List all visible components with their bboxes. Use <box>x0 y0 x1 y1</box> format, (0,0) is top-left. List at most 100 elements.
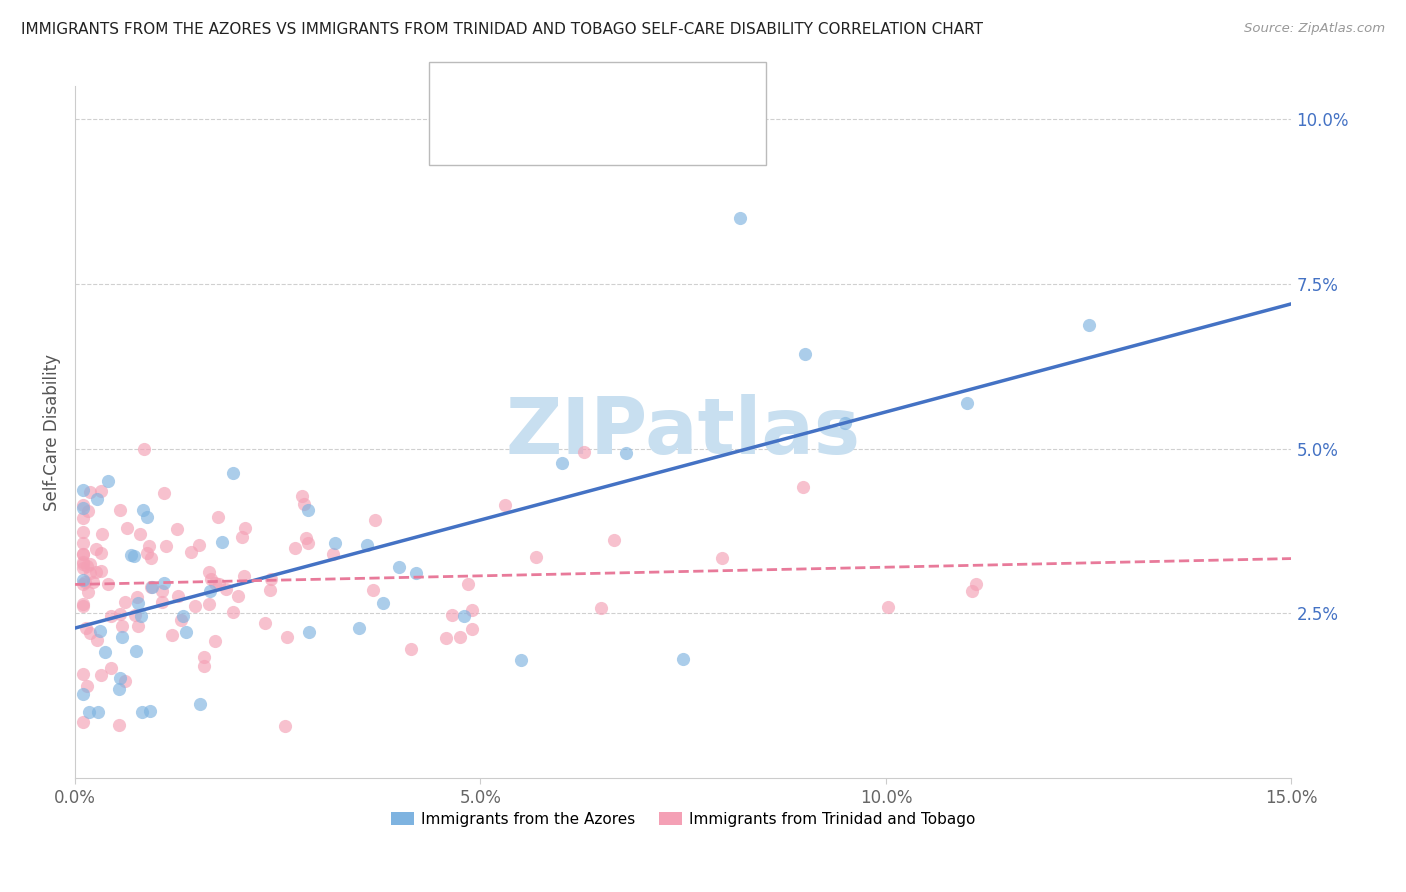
Point <box>114 595 136 609</box>
Point <box>127 596 149 610</box>
Point <box>193 649 215 664</box>
Point <box>141 581 163 595</box>
Point <box>114 674 136 689</box>
Point <box>129 609 152 624</box>
Point <box>204 576 226 591</box>
Point <box>136 510 159 524</box>
Point <box>710 551 733 566</box>
Point <box>572 445 595 459</box>
Text: R =: R = <box>485 76 524 94</box>
Point <box>72 597 94 611</box>
Point <box>166 522 188 536</box>
Point <box>79 625 101 640</box>
Point <box>97 474 120 488</box>
Text: R =: R = <box>485 120 524 138</box>
Text: IMMIGRANTS FROM THE AZORES VS IMMIGRANTS FROM TRINIDAD AND TOBAGO SELF-CARE DISA: IMMIGRANTS FROM THE AZORES VS IMMIGRANTS… <box>21 22 983 37</box>
Point <box>79 558 101 572</box>
Point <box>110 671 132 685</box>
Point <box>495 498 517 512</box>
Text: ZIPatlas: ZIPatlas <box>506 394 860 470</box>
Point <box>72 555 94 569</box>
Point <box>138 539 160 553</box>
Point <box>139 704 162 718</box>
Point <box>89 624 111 638</box>
Text: 0.579: 0.579 <box>520 76 576 94</box>
Point <box>388 560 411 574</box>
Point <box>76 679 98 693</box>
Point <box>453 609 475 624</box>
Point <box>834 416 856 430</box>
Point <box>72 574 94 588</box>
Point <box>72 525 94 540</box>
Point <box>207 510 229 524</box>
Point <box>510 652 533 666</box>
Point <box>111 619 134 633</box>
Point <box>373 596 395 610</box>
Point <box>297 502 319 516</box>
Point <box>75 621 97 635</box>
Point <box>208 576 231 591</box>
Point <box>356 539 378 553</box>
Point <box>72 547 94 561</box>
Point <box>1077 318 1099 332</box>
Text: Source: ZipAtlas.com: Source: ZipAtlas.com <box>1244 22 1385 36</box>
Point <box>169 613 191 627</box>
Point <box>197 565 219 579</box>
Point <box>616 445 638 459</box>
Point <box>183 599 205 614</box>
Point <box>274 718 297 732</box>
Point <box>72 666 94 681</box>
Point <box>141 580 163 594</box>
Point <box>72 557 94 571</box>
Point <box>461 603 484 617</box>
Point <box>457 577 479 591</box>
Point <box>100 608 122 623</box>
Point <box>793 347 815 361</box>
Point <box>72 599 94 614</box>
Point <box>211 535 233 549</box>
Point <box>125 590 148 604</box>
Point <box>100 661 122 675</box>
Point <box>172 609 194 624</box>
Point <box>792 480 814 494</box>
Point <box>122 549 145 563</box>
Point <box>86 491 108 506</box>
Point <box>672 652 695 666</box>
Point <box>124 608 146 623</box>
Point <box>127 618 149 632</box>
Point <box>108 682 131 697</box>
Point <box>962 584 984 599</box>
Point <box>84 565 107 579</box>
Point <box>72 547 94 561</box>
Point <box>298 624 321 639</box>
Point <box>204 634 226 648</box>
Point <box>150 595 173 609</box>
Point <box>284 541 307 556</box>
Point <box>325 536 347 550</box>
Point <box>134 442 156 456</box>
Text: 108: 108 <box>612 120 650 138</box>
Point <box>876 600 898 615</box>
Point <box>75 574 97 589</box>
Point <box>160 628 183 642</box>
Point <box>136 546 159 560</box>
Point <box>222 466 245 480</box>
Point <box>405 566 427 581</box>
Point <box>110 503 132 517</box>
Point <box>152 485 174 500</box>
Point <box>233 521 256 535</box>
Point <box>90 668 112 682</box>
Point <box>222 605 245 619</box>
Point <box>155 539 177 553</box>
Point <box>90 483 112 498</box>
Point <box>139 551 162 566</box>
Point <box>253 616 276 631</box>
Point <box>591 601 613 615</box>
Point <box>231 530 253 544</box>
Point <box>120 549 142 563</box>
Point <box>87 706 110 720</box>
Point <box>956 396 979 410</box>
Point <box>363 513 385 527</box>
Text: N =: N = <box>569 120 621 138</box>
Y-axis label: Self-Care Disability: Self-Care Disability <box>44 354 60 511</box>
